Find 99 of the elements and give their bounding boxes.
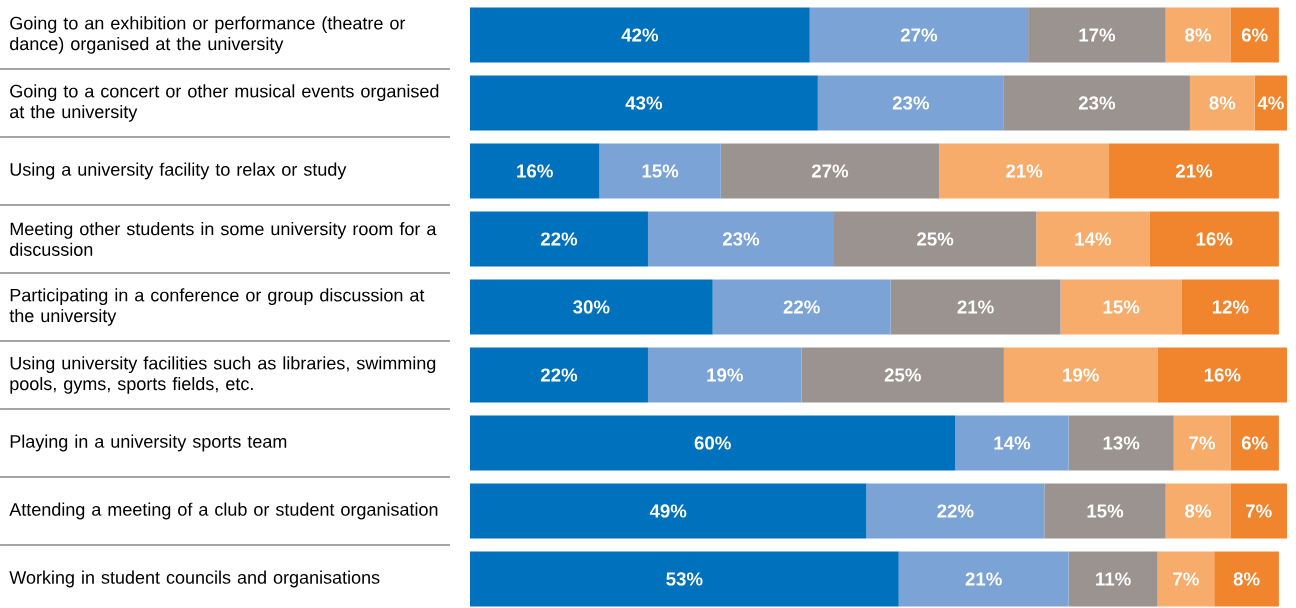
data-label: 19% (1063, 368, 1099, 382)
data-label: 22% (540, 232, 578, 246)
bar (1173, 415, 1231, 471)
bar (890, 279, 1061, 335)
bar (470, 415, 956, 471)
bar (470, 279, 713, 335)
bar (470, 211, 648, 267)
bar (939, 143, 1110, 199)
data-label: 19% (707, 368, 743, 382)
data-label: 14% (1075, 232, 1112, 246)
data-label: 4% (1257, 96, 1284, 110)
y-tick-label: Meeting other students in some university room for a discussion (10, 222, 437, 256)
data-label: 12% (1212, 300, 1249, 314)
bar (866, 483, 1045, 539)
data-label: 15% (642, 164, 679, 178)
y-tick-label: Going to an exhibition or performance (theatre or dance) organised at the university (10, 16, 406, 54)
data-label: 23% (892, 96, 930, 110)
bar (1214, 551, 1279, 607)
bar (1165, 7, 1231, 63)
bar (470, 551, 899, 607)
bar (1165, 483, 1231, 539)
y-tick-label: Playing in a university sports team (10, 434, 287, 452)
bar (1068, 551, 1158, 607)
bar (470, 347, 648, 403)
data-label: 22% (540, 368, 578, 382)
data-label: 23% (1078, 96, 1116, 110)
bar (1068, 415, 1174, 471)
bar (801, 347, 1004, 403)
bar (1036, 211, 1150, 267)
bar (712, 279, 891, 335)
bar (955, 415, 1069, 471)
data-label: 8% (1233, 572, 1260, 586)
bar (898, 551, 1069, 607)
bar (1230, 483, 1288, 539)
y-tick-label: Using university facilities such as libraries, swimming pools, gyms, sports fields, etc. (10, 356, 436, 394)
data-label: 8% (1209, 96, 1236, 110)
bar (1230, 7, 1279, 63)
data-label: 53% (666, 572, 703, 586)
bar (647, 347, 802, 403)
data-label: 21% (965, 572, 1002, 586)
bar (470, 7, 810, 63)
bar (809, 7, 1029, 63)
data-label: 8% (1185, 28, 1212, 42)
data-label: 7% (1173, 572, 1199, 586)
bar (1230, 415, 1279, 471)
bar (1181, 279, 1279, 335)
bar (470, 483, 867, 539)
data-label: 15% (1087, 504, 1124, 518)
data-label: 16% (1196, 232, 1233, 246)
data-label: 23% (722, 232, 760, 246)
data-label: 60% (694, 436, 731, 450)
bar (1060, 279, 1182, 335)
y-tick-label: Working in student councils and organisations (9, 570, 380, 588)
data-label: 17% (1079, 28, 1116, 42)
data-label: 21% (957, 300, 994, 314)
bar (1028, 7, 1166, 63)
data-label: 22% (783, 300, 820, 314)
data-label: 11% (1096, 572, 1131, 586)
bar (1044, 483, 1166, 539)
data-label: 13% (1103, 436, 1140, 450)
data-label: 8% (1185, 504, 1212, 518)
bar (834, 211, 1037, 267)
data-label: 16% (517, 164, 553, 178)
bar (470, 75, 818, 131)
data-label: 30% (573, 300, 610, 314)
bar (599, 143, 721, 199)
y-tick-label: Attending a meeting of a club or student organisation (9, 502, 438, 520)
data-label: 14% (994, 436, 1031, 450)
data-label: 21% (1175, 164, 1213, 178)
bar (1003, 347, 1158, 403)
bar (1189, 75, 1255, 131)
data-label: 22% (937, 504, 974, 518)
bar (1149, 211, 1279, 267)
data-label: 6% (1241, 436, 1268, 450)
bar (1003, 75, 1190, 131)
data-label: 6% (1241, 28, 1268, 42)
data-label: 27% (811, 164, 849, 178)
bar (1109, 143, 1279, 199)
bar (1157, 347, 1288, 403)
data-label: 7% (1246, 504, 1272, 518)
data-label: 7% (1189, 436, 1216, 450)
data-label: 16% (1204, 368, 1241, 382)
data-label: 27% (900, 28, 938, 42)
y-tick-label: Using a university facility to relax or study (10, 162, 347, 180)
bar (647, 211, 835, 267)
y-tick-label: Going to a concert or other musical events organised at the university (10, 84, 439, 122)
bar (1254, 75, 1288, 131)
bar (470, 143, 600, 199)
data-label: 42% (621, 28, 659, 42)
bar (1157, 551, 1215, 607)
data-label: 21% (1006, 164, 1043, 178)
data-label: 43% (625, 96, 663, 110)
data-label: 25% (917, 232, 954, 246)
data-label: 49% (649, 504, 687, 518)
bar (720, 143, 940, 199)
data-label: 15% (1103, 300, 1140, 314)
y-tick-label: Participating in a conference or group discussion at the university (9, 288, 425, 326)
bar (817, 75, 1004, 131)
data-label: 25% (884, 368, 921, 382)
